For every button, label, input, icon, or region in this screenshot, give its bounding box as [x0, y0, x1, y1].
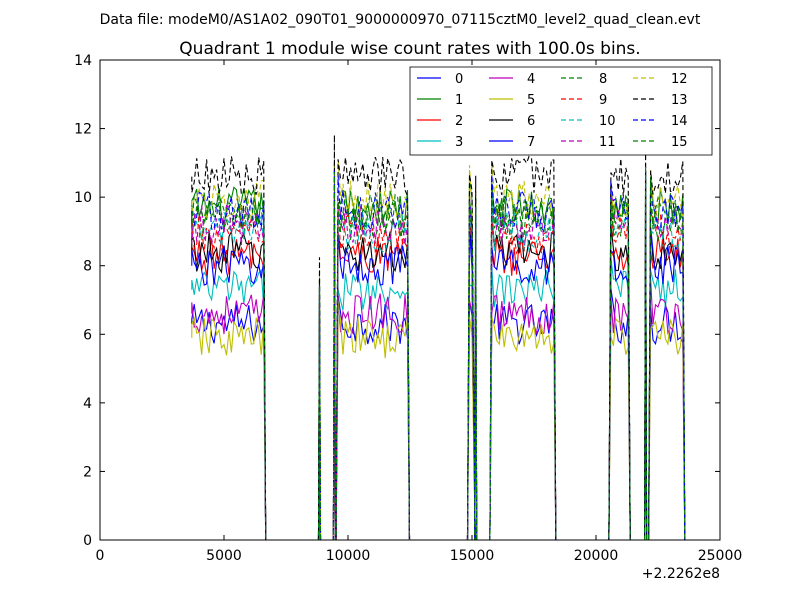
x-tick-label: 25000 — [698, 548, 743, 564]
legend-label-12: 12 — [671, 72, 688, 87]
legend-label-6: 6 — [527, 114, 535, 129]
series-line-14 — [191, 170, 686, 540]
series-line-5 — [191, 301, 686, 540]
series-line-0 — [191, 288, 686, 540]
legend-label-13: 13 — [671, 93, 688, 108]
series-line-9 — [191, 206, 686, 540]
y-tick-label: 6 — [83, 327, 92, 343]
x-tick-label: 0 — [96, 548, 105, 564]
series-line-10 — [191, 192, 686, 540]
series-line-12 — [191, 160, 686, 540]
plot-frame — [99, 59, 721, 541]
x-offset-label: +2.2262e8 — [642, 566, 720, 582]
x-tick-label: 15000 — [450, 548, 495, 564]
legend-label-10: 10 — [599, 114, 616, 129]
legend-label-15: 15 — [671, 135, 688, 150]
legend-label-9: 9 — [599, 93, 607, 108]
series-line-7 — [191, 226, 686, 540]
y-tick-label: 0 — [83, 533, 92, 549]
y-tick-label: 14 — [74, 53, 92, 69]
x-tick-label: 10000 — [326, 548, 371, 564]
legend-label-2: 2 — [455, 114, 463, 129]
legend-label-14: 14 — [671, 114, 688, 129]
x-tick-label: 5000 — [206, 548, 242, 564]
series-line-4 — [191, 278, 686, 540]
y-tick-label: 4 — [83, 396, 92, 412]
y-tick-label: 8 — [83, 259, 92, 275]
series-line-15 — [191, 165, 686, 540]
legend-label-5: 5 — [527, 93, 535, 108]
legend-label-8: 8 — [599, 72, 607, 87]
y-tick-label: 2 — [83, 464, 92, 480]
legend-label-4: 4 — [527, 72, 535, 87]
legend-label-7: 7 — [527, 135, 535, 150]
legend-label-1: 1 — [455, 93, 463, 108]
series-layer — [191, 134, 686, 540]
legend-label-3: 3 — [455, 135, 463, 150]
legend-label-0: 0 — [455, 72, 463, 87]
y-tick-label: 10 — [74, 190, 92, 206]
legend-frame — [409, 66, 713, 156]
y-tick-label: 12 — [74, 122, 92, 138]
x-tick-label: 20000 — [574, 548, 619, 564]
data-file-label: Data file: modeM0/AS1A02_090T01_90000009… — [100, 12, 701, 28]
chart-title: Quadrant 1 module wise count rates with … — [179, 39, 640, 59]
legend-label-11: 11 — [599, 135, 616, 150]
